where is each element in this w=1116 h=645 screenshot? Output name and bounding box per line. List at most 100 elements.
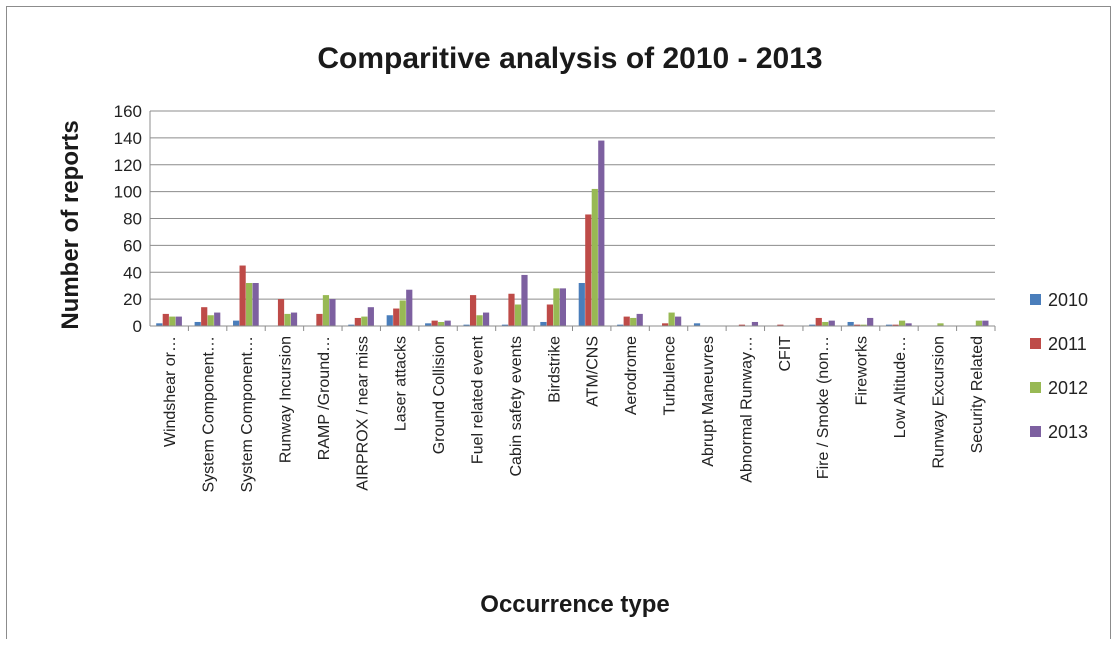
bar-2010-1 xyxy=(194,321,201,326)
bar-2010-10 xyxy=(540,321,547,326)
x-category-label: Cabin safety events xyxy=(508,336,525,477)
x-category-label: Low Altitude… xyxy=(892,336,909,438)
x-category-label: Turbulence xyxy=(662,336,679,416)
bar-2012-19 xyxy=(898,320,906,326)
bar-2013-10 xyxy=(559,288,566,326)
y-tick-label: 120 xyxy=(114,156,142,175)
bar-2010-5 xyxy=(348,324,355,326)
bar-2013-13 xyxy=(675,316,682,326)
bar-2013-2 xyxy=(252,283,259,326)
bar-2013-17 xyxy=(828,320,835,326)
bar-2012-7 xyxy=(438,321,445,326)
y-tick-label: 140 xyxy=(114,129,142,148)
y-tick-label: 80 xyxy=(123,210,142,229)
x-category-label: Windshear or… xyxy=(162,336,179,447)
chart-frame xyxy=(6,6,1111,639)
gridlines xyxy=(150,110,995,327)
bars xyxy=(156,140,989,326)
bar-2013-5 xyxy=(367,307,374,326)
x-category-label: CFIT xyxy=(777,336,794,372)
bar-2013-8 xyxy=(482,312,490,326)
bar-2011-15 xyxy=(738,324,746,326)
bar-2012-13 xyxy=(668,312,675,326)
x-category-label: System Component… xyxy=(201,336,218,493)
bar-2010-12 xyxy=(617,324,624,326)
bar-2012-21 xyxy=(975,320,982,326)
bar-2013-18 xyxy=(867,317,874,326)
x-category-label: Runway Incursion xyxy=(277,336,294,463)
bar-2011-16 xyxy=(777,324,784,326)
legend-swatch-2010 xyxy=(1030,294,1041,305)
x-category-label: Fuel related event xyxy=(469,335,486,464)
bar-2010-17 xyxy=(809,324,816,326)
bar-2011-5 xyxy=(354,317,361,326)
legend-swatch-2013 xyxy=(1030,426,1041,437)
bar-2012-9 xyxy=(514,304,522,326)
bar-2012-17 xyxy=(822,321,829,326)
legend: 2010 2011 2012 2013 xyxy=(1030,290,1088,442)
x-category-label: Ground Collision xyxy=(431,336,448,454)
bar-2012-2 xyxy=(246,283,253,326)
x-category-label: RAMP /Ground… xyxy=(316,336,333,460)
bar-2011-2 xyxy=(239,265,246,326)
y-tick-label: 60 xyxy=(123,236,142,255)
bar-2013-7 xyxy=(444,320,451,326)
bar-2011-18 xyxy=(854,324,861,326)
bar-2013-15 xyxy=(751,321,759,326)
bar-2011-13 xyxy=(662,323,669,326)
y-tick-labels: 0 20 40 60 80 100 120 140 160 xyxy=(114,102,142,336)
bar-2010-2 xyxy=(233,320,240,326)
legend-label-2013: 2013 xyxy=(1048,422,1088,442)
axes xyxy=(149,111,996,331)
bar-2011-10 xyxy=(546,304,553,326)
bar-2011-19 xyxy=(892,324,899,326)
x-category-label: System Component… xyxy=(239,336,256,493)
x-category-label: Fireworks xyxy=(854,336,871,405)
bar-2012-20 xyxy=(937,323,944,326)
x-category-labels: Windshear or… System Component… System Com… xyxy=(162,335,986,492)
legend-label-2010: 2010 xyxy=(1048,290,1088,310)
bar-2011-12 xyxy=(623,316,630,326)
x-category-label: Security Related xyxy=(969,336,986,453)
bar-2012-10 xyxy=(553,288,560,326)
bar-2013-9 xyxy=(521,274,528,326)
x-category-label: Runway Excursion xyxy=(930,336,947,469)
x-category-label: Abnormal Runway… xyxy=(738,336,755,483)
bar-2010-7 xyxy=(425,323,432,326)
bar-2010-18 xyxy=(847,321,854,326)
bar-2013-21 xyxy=(982,320,989,326)
bar-2012-1 xyxy=(207,315,214,326)
bar-2011-6 xyxy=(393,308,400,326)
y-axis-title: Number of reports xyxy=(57,120,84,329)
bar-2011-11 xyxy=(585,214,592,326)
bar-2012-4 xyxy=(322,295,330,326)
bar-2010-11 xyxy=(578,283,585,326)
bar-2010-14 xyxy=(693,323,701,326)
legend-swatch-2011 xyxy=(1030,338,1041,349)
legend-label-2011: 2011 xyxy=(1048,334,1087,354)
y-tick-label: 160 xyxy=(114,102,142,121)
x-category-label: Birdstrike xyxy=(546,336,563,403)
legend-label-2012: 2012 xyxy=(1048,378,1088,398)
x-category-label: Laser attacks xyxy=(393,336,410,431)
bar-2012-6 xyxy=(399,300,406,326)
x-axis-title: Occurrence type xyxy=(480,591,669,618)
bar-2011-3 xyxy=(277,299,285,326)
x-category-label: Fire / Smoke (non… xyxy=(815,336,832,479)
bar-2011-1 xyxy=(201,307,208,326)
x-category-label: ATM/CNS xyxy=(585,336,602,407)
bar-2012-0 xyxy=(169,316,176,326)
bar-2012-8 xyxy=(476,315,483,326)
bar-2011-8 xyxy=(469,295,477,326)
y-tick-label: 40 xyxy=(123,263,142,282)
bar-2013-6 xyxy=(406,289,413,326)
bar-2013-3 xyxy=(290,312,298,326)
bar-2010-9 xyxy=(501,324,509,326)
bar-2010-0 xyxy=(156,323,163,326)
bar-2012-12 xyxy=(630,317,637,326)
bar-2011-4 xyxy=(316,313,323,326)
bar-2012-3 xyxy=(284,313,291,326)
y-tick-label: 0 xyxy=(133,317,142,336)
bar-2010-8 xyxy=(463,324,470,326)
